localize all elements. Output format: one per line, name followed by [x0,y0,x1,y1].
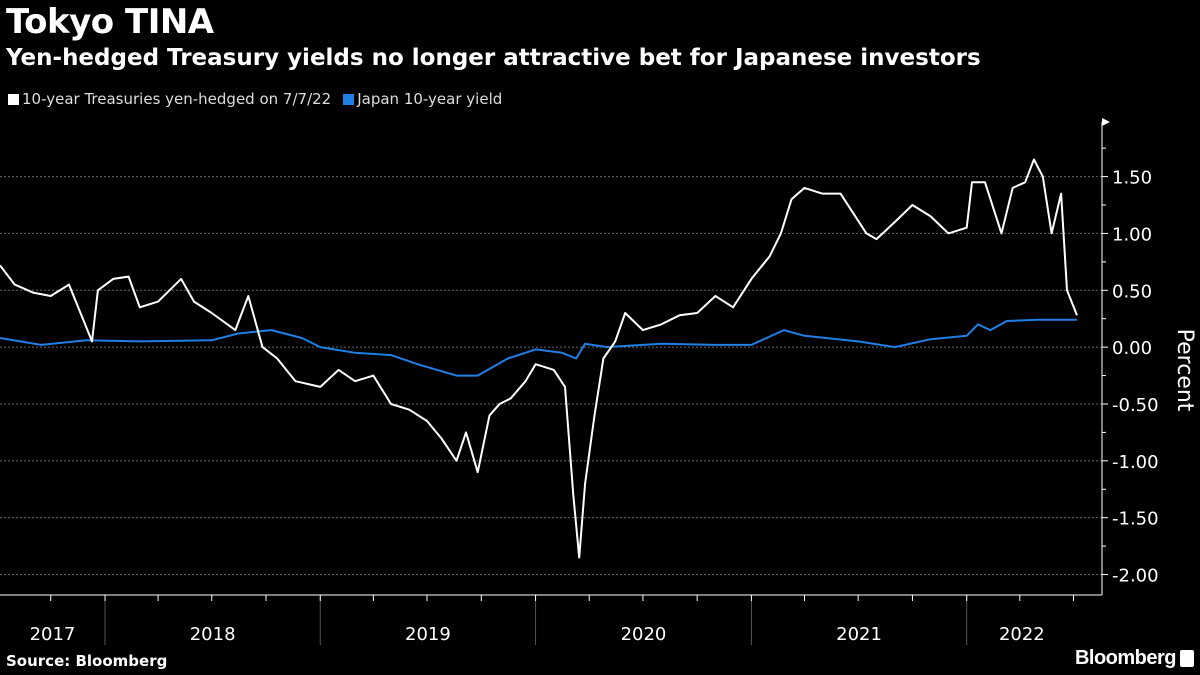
legend-swatch-white [8,94,19,105]
y-tick-label: -0.50 [1112,395,1159,416]
bloomberg-logo: Bloomberg [1074,647,1177,669]
legend-swatch-blue [343,94,355,105]
legend-label: 10-year Treasuries yen-hedged on 7/7/22 [22,90,332,108]
y-tick-label: -1.00 [1112,452,1159,473]
x-tick-label: 2019 [405,624,451,645]
chart-subtitle: Yen-hedged Treasury yields no longer att… [6,45,981,71]
y-tick-label: 0.00 [1112,338,1152,359]
y-tick-label: -1.50 [1112,509,1159,530]
x-tick-label: 2022 [999,624,1045,645]
source-note: Source: Bloomberg [6,652,168,670]
series-line-japan-10y [0,318,1077,377]
chart-title: Tokyo TINA [6,2,214,42]
legend-label: Japan 10-year yield [357,90,503,108]
x-tick-label: 2021 [836,624,882,645]
y-tick-label: 1.00 [1112,224,1152,245]
legend-item-treasuries: 10-year Treasuries yen-hedged on 7/7/22 [8,90,331,108]
y-tick-label: 1.50 [1112,168,1152,189]
legend: 10-year Treasuries yen-hedged on 7/7/22 … [8,90,502,108]
y-axis-arrow [1102,118,1110,126]
y-axis-label: Percent [1172,329,1197,412]
legend-item-japan: Japan 10-year yield [343,90,502,108]
bloomberg-chart-icon [1180,650,1194,667]
x-tick-label: 2018 [190,624,236,645]
series-line-treasuries-hedged [0,158,1078,559]
x-tick-label: 2020 [621,624,667,645]
y-tick-label: -2.00 [1112,566,1159,587]
x-tick-label: 2017 [30,624,76,645]
y-tick-label: 0.50 [1112,281,1152,302]
